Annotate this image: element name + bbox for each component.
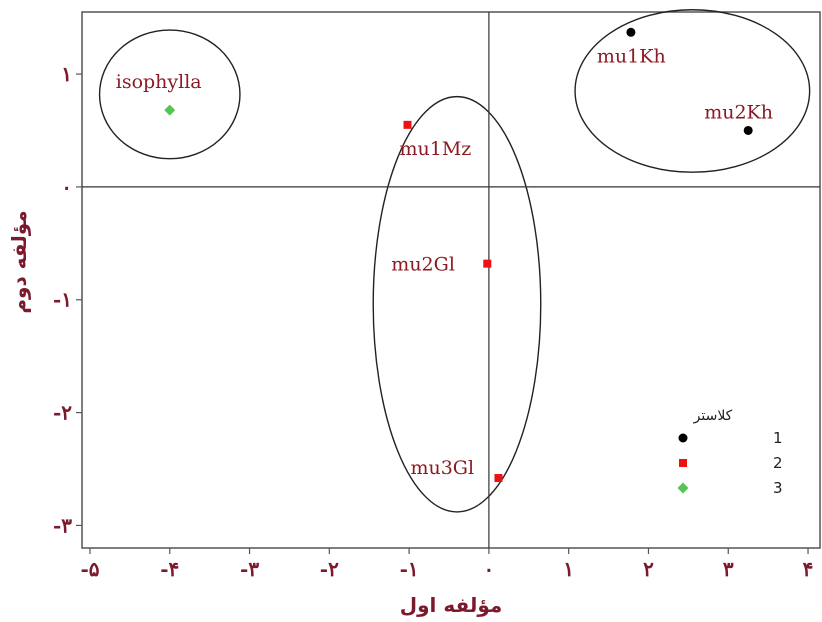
data-point-mu2gl: [483, 259, 492, 268]
data-label-mu1kh: mu1Kh: [597, 45, 666, 67]
x-tick-label: -۴: [160, 557, 179, 581]
x-axis-title: مؤلفه اول: [400, 593, 503, 617]
legend-title: کلاستر: [693, 408, 733, 424]
cluster-ellipse: [574, 9, 811, 173]
data-label-mu2gl: mu2Gl: [391, 254, 455, 276]
data-label-mu1mz: mu1Mz: [400, 138, 472, 160]
legend: کلاستر 1 2 3: [677, 408, 783, 497]
data-points: mu1Kh mu2Kh mu1Mz mu2Gl mu3Gl isophylla: [116, 27, 773, 483]
y-tick-label: -۱: [53, 288, 72, 312]
x-tick-label: -۵: [80, 557, 99, 581]
cluster-ellipse: [372, 95, 542, 513]
x-tick-label: ۰: [484, 557, 495, 581]
x-tick-label: ۲: [643, 557, 654, 581]
data-point-mu3gl: [494, 474, 503, 483]
x-tick-label: -۱: [400, 557, 419, 581]
x-axis-ticks: -۵ -۴ -۳ -۲ -۱ ۰ ۱ ۲ ۳ ۴: [80, 548, 813, 581]
data-point-isophylla: [164, 104, 176, 116]
data-point-mu2kh: [743, 125, 753, 135]
legend-marker-2: [679, 459, 687, 467]
x-tick-label: -۳: [240, 557, 259, 581]
x-tick-label: ۴: [803, 557, 814, 581]
y-axis-title: مؤلفه دوم: [7, 210, 31, 313]
cluster-ellipses: [98, 9, 811, 513]
reference-lines: [82, 12, 820, 548]
data-point-mu1kh: [626, 27, 636, 37]
y-axis-ticks: ۱ ۰ -۱ -۲ -۳: [53, 62, 82, 537]
cluster-ellipse: [98, 29, 241, 160]
y-tick-label: ۰: [61, 175, 72, 199]
x-tick-label: ۱: [563, 557, 574, 581]
x-tick-label: -۲: [320, 557, 339, 581]
y-tick-label: ۱: [61, 62, 72, 86]
plot-frame: [81, 11, 821, 549]
legend-label-2: 2: [773, 454, 783, 472]
data-label-isophylla: isophylla: [116, 71, 202, 93]
x-tick-label: ۳: [723, 557, 734, 581]
legend-label-1: 1: [773, 429, 783, 447]
y-tick-label: -۳: [53, 513, 72, 537]
legend-label-3: 3: [773, 479, 783, 497]
data-label-mu2kh: mu2Kh: [704, 101, 773, 123]
legend-marker-1: [678, 433, 688, 443]
legend-marker-3: [677, 482, 689, 494]
y-tick-label: -۲: [53, 401, 72, 425]
data-point-mu1mz: [403, 120, 412, 129]
data-label-mu3gl: mu3Gl: [410, 457, 474, 479]
